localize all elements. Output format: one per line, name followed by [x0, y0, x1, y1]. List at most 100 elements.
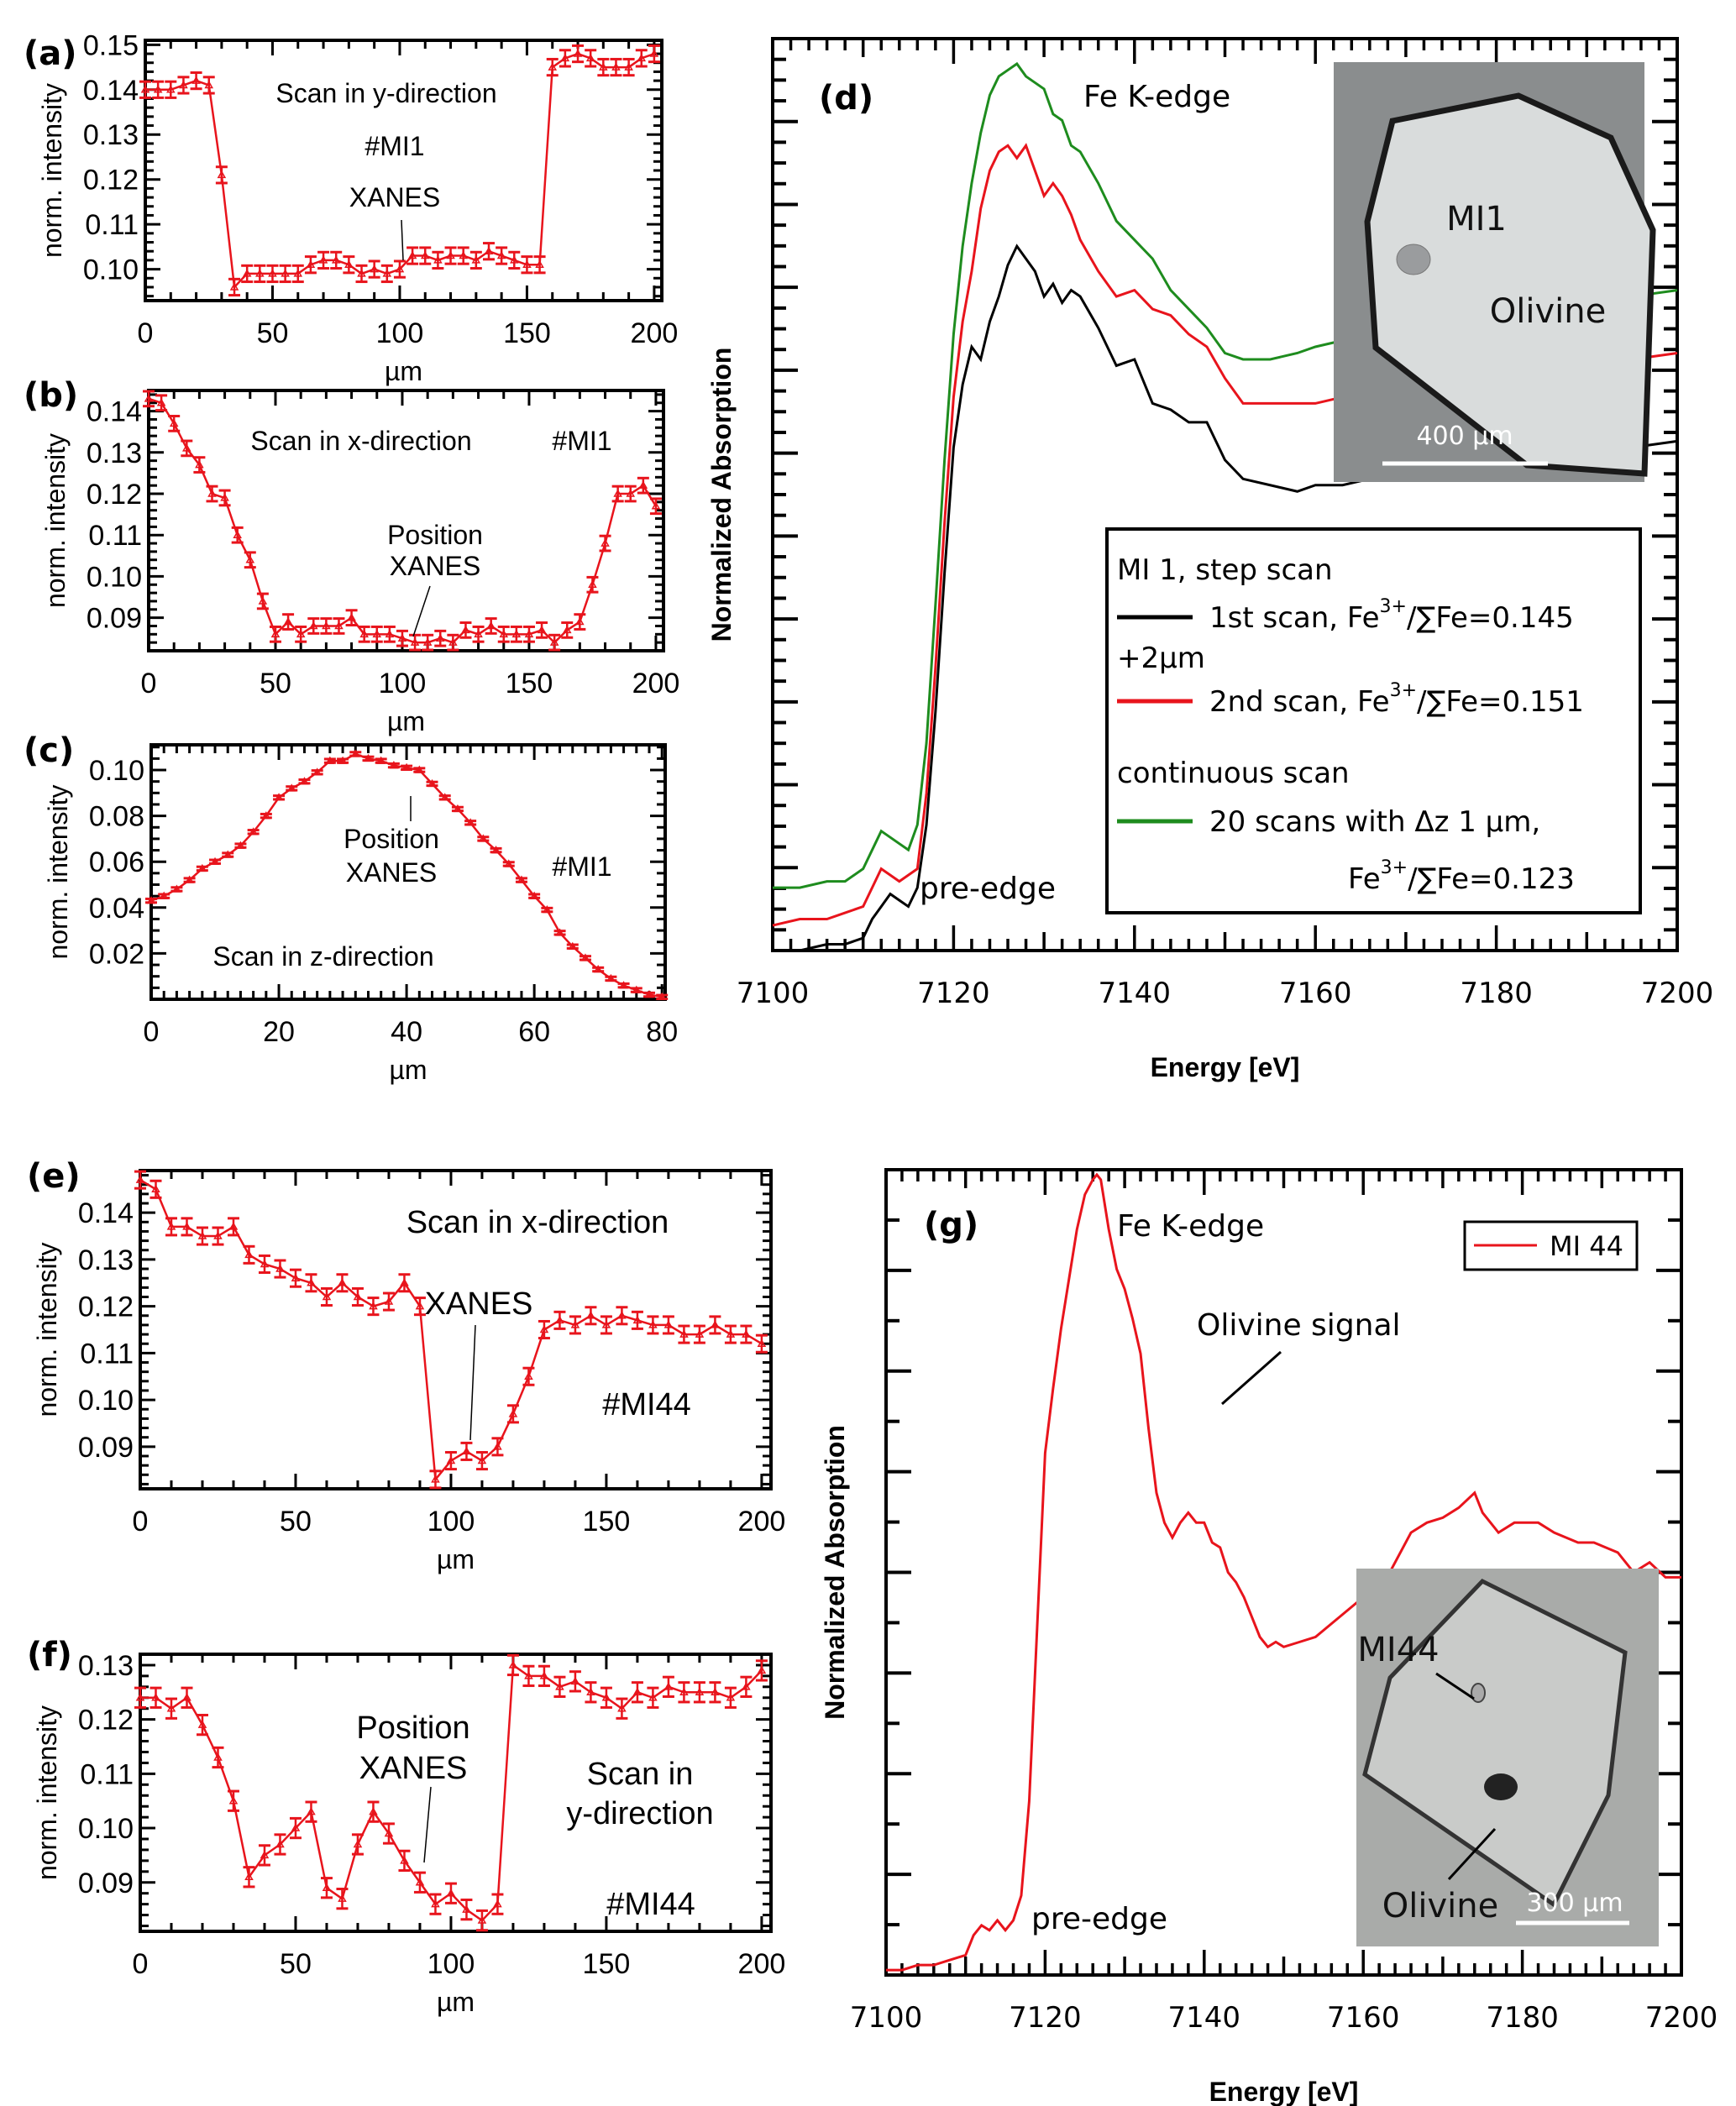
y-axis-title: norm. intensity — [37, 83, 67, 258]
x-tick-label: 150 — [506, 668, 553, 699]
x-tick-label: 0 — [141, 668, 157, 699]
data-point — [223, 850, 233, 858]
annotation-scan-direction: Scan in y-direction — [275, 78, 496, 108]
data-point — [663, 1320, 674, 1328]
data-point — [307, 1807, 316, 1815]
data-point — [400, 1856, 409, 1864]
data-point — [151, 1693, 160, 1701]
y-tick-label: 0.15 — [83, 29, 139, 61]
y-tick-label: 0.13 — [78, 1244, 134, 1276]
data-point — [258, 596, 268, 605]
legend-box — [1105, 527, 1642, 914]
y-axis-title: norm. intensity — [32, 1705, 62, 1880]
data-point — [260, 1259, 270, 1268]
x-tick-label: 50 — [280, 1948, 312, 1980]
x-tick-label: 150 — [583, 1506, 631, 1538]
data-point — [679, 1329, 689, 1338]
legend: MI 44 — [1463, 1220, 1639, 1271]
superscript: 3+ — [1390, 680, 1417, 701]
data-point — [344, 259, 354, 268]
data-point — [496, 251, 506, 259]
data-point — [509, 255, 519, 264]
data-point — [220, 493, 229, 501]
data-point — [274, 793, 284, 801]
y-tick-label: 0.13 — [87, 437, 142, 469]
data-point — [486, 621, 496, 630]
annotation-sample-id: #MI1 — [552, 851, 611, 882]
x-axis-title: Energy [eV] — [1209, 2077, 1359, 2106]
data-point — [446, 251, 455, 259]
y-tick-label: 0.10 — [89, 755, 144, 787]
data-point — [626, 489, 636, 497]
inset-micrograph: MI1 Olivine 400 μm — [1334, 62, 1656, 482]
data-point — [415, 1302, 425, 1310]
data-point — [632, 1315, 642, 1324]
data-point — [420, 251, 430, 259]
data-point — [555, 1682, 564, 1690]
panel-label: (c) — [24, 731, 74, 770]
data-point — [353, 1291, 363, 1301]
y-tick-label: 0.12 — [78, 1705, 134, 1737]
data-point — [308, 621, 318, 630]
data-point — [543, 905, 552, 914]
annotation-sample-id: #MI44 — [602, 1387, 691, 1422]
data-point — [529, 891, 539, 899]
data-point — [207, 489, 217, 497]
data-point — [395, 265, 405, 273]
data-point — [135, 1693, 145, 1701]
data-point — [268, 269, 277, 277]
annotation-xanes: XANES — [425, 1286, 533, 1322]
data-point — [166, 1704, 176, 1712]
data-point — [493, 1899, 502, 1908]
x-tick-label: 40 — [391, 1016, 422, 1048]
y-tick-label: 0.11 — [80, 1758, 134, 1790]
data-point — [229, 282, 239, 291]
data-point — [357, 269, 366, 277]
x-tick-label: 7120 — [917, 977, 990, 1010]
x-tick-label: 200 — [738, 1948, 786, 1980]
panel-e: (e) 0 50 100 150 200 0.09 0.10 0.11 0.12 0.13 0.14 µ… — [27, 1157, 785, 1574]
annotation-olivine-signal: Olivine signal — [1197, 1308, 1401, 1343]
data-point — [242, 269, 252, 277]
data-point — [204, 80, 214, 89]
data-point — [462, 1446, 471, 1455]
data-point — [471, 255, 481, 264]
data-point — [453, 804, 463, 813]
data-point — [322, 1291, 332, 1301]
panel-label: (f) — [27, 1636, 72, 1674]
data-point — [384, 1297, 394, 1305]
data-point — [711, 1320, 720, 1328]
data-point — [435, 633, 445, 642]
data-point — [570, 1676, 580, 1685]
annotation-xanes: XANES — [349, 182, 440, 212]
x-tick-label: 50 — [280, 1506, 312, 1538]
annotation-scan-direction: Scan in x-direction — [406, 1205, 669, 1240]
x-tick-label: 100 — [376, 317, 424, 349]
data-point — [156, 398, 166, 406]
data-point — [210, 857, 220, 865]
data-point — [479, 834, 488, 842]
data-point — [384, 1829, 394, 1837]
data-point — [153, 85, 163, 93]
data-point — [601, 538, 610, 547]
data-point — [372, 629, 382, 638]
data-point — [619, 981, 628, 989]
data-point — [726, 1693, 736, 1701]
legend-sub-label: +2μm — [1117, 642, 1205, 675]
data-point — [415, 1878, 425, 1886]
y-tick-label: 0.14 — [83, 75, 139, 107]
legend-entry-continuous-value: Fe3+/∑Fe=0.123 — [1348, 857, 1575, 896]
x-tick-label: 100 — [427, 1506, 475, 1538]
data-point — [524, 629, 534, 638]
y-axis-title: norm. intensity — [40, 433, 71, 608]
x-tick-label: 50 — [260, 668, 291, 699]
panel-a: (a) 0 50 100 150 200 0.10 0.11 0.12 0.13 0.14 0.15 µ… — [24, 29, 678, 386]
annotation-sample-id: #MI1 — [552, 426, 611, 456]
data-point — [448, 637, 458, 646]
x-tick-label: 7180 — [1486, 2001, 1559, 2035]
data-point — [350, 749, 360, 757]
data-point — [293, 269, 303, 277]
data-point — [376, 756, 385, 764]
data-point — [338, 756, 348, 764]
